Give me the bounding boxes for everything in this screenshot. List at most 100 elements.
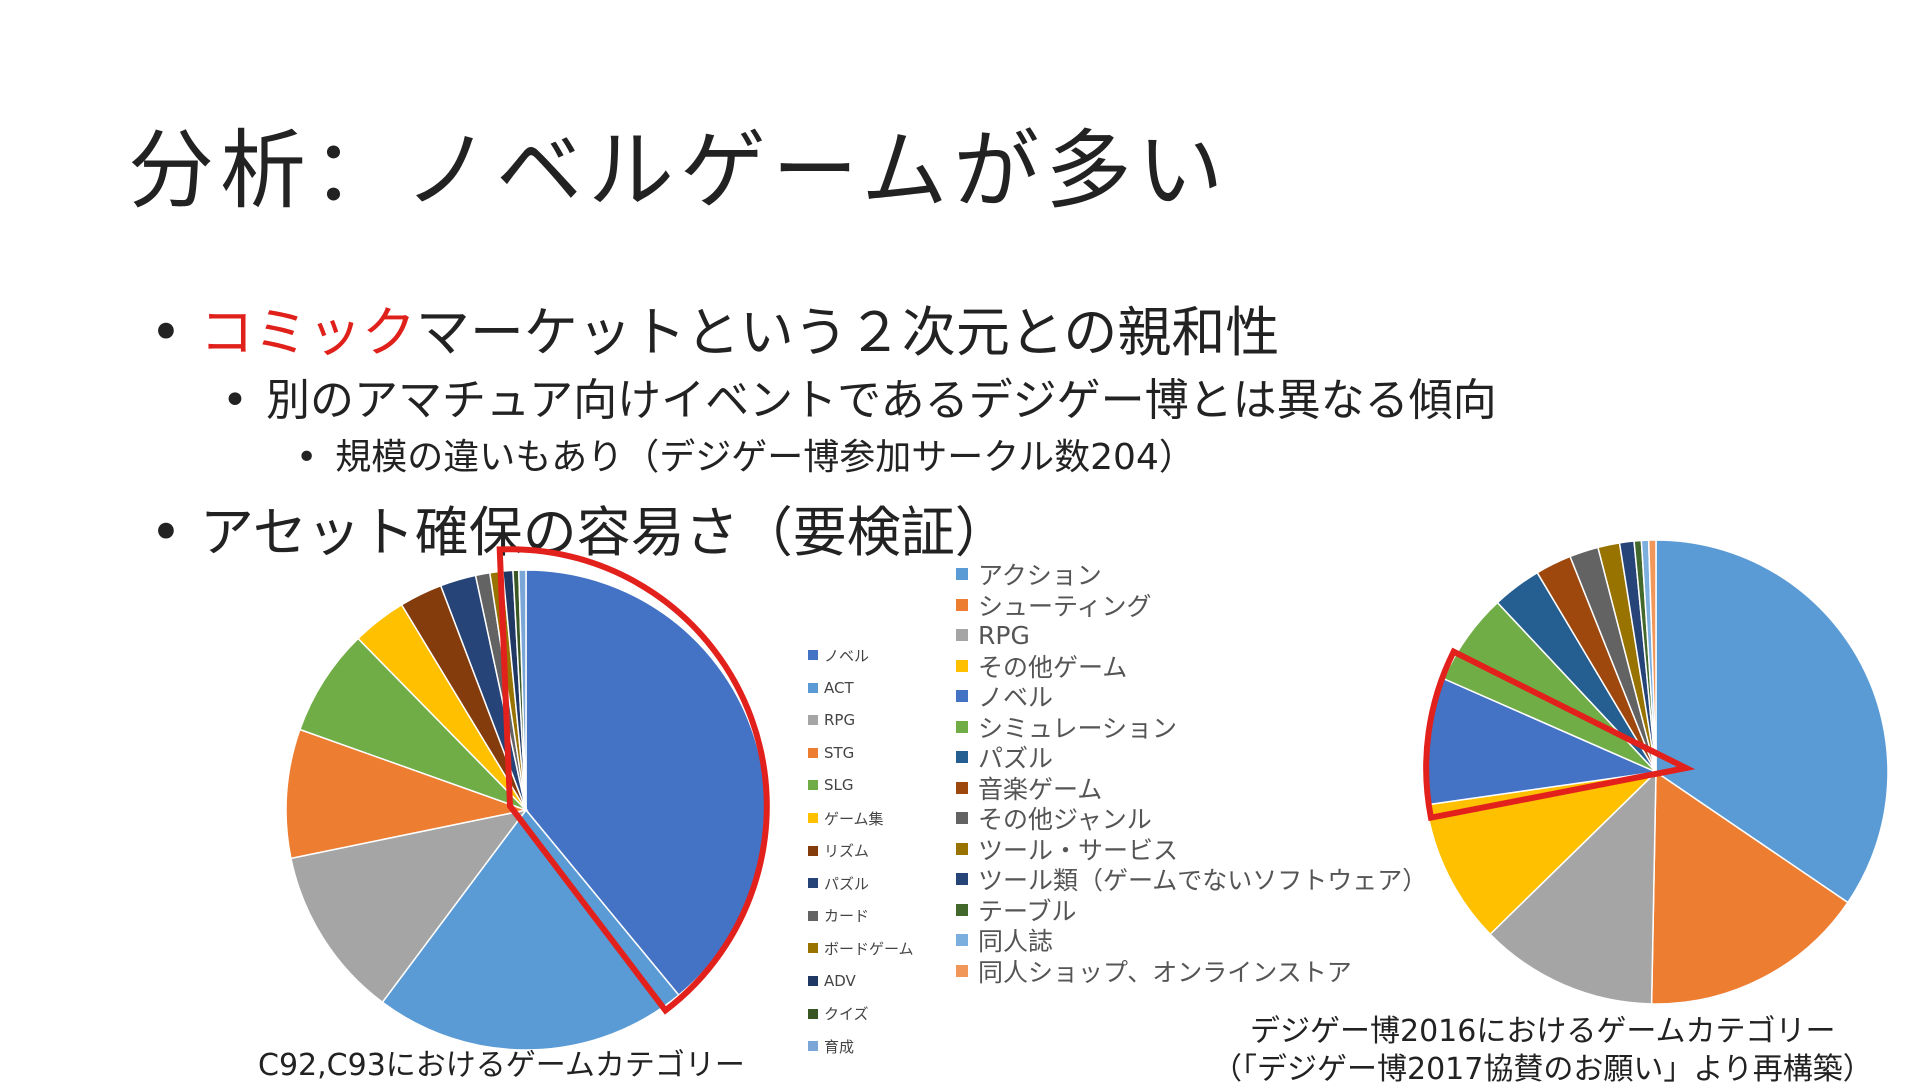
bullet-dot: • — [150, 301, 182, 364]
legend-right-swatch — [956, 690, 968, 702]
legend-left-item: STG — [808, 743, 854, 763]
legend-right-item: シューティング — [956, 591, 1152, 621]
pie-left-slice-4 — [298, 637, 527, 811]
bullet-3: • 規模の違いもあり（デジゲー博参加サークル数204） — [296, 428, 1195, 480]
legend-right-swatch — [956, 842, 968, 855]
caption-right-line1: デジゲー博2016におけるゲームカテゴリー — [1250, 1014, 1836, 1049]
bullet-1: • コミックマーケットという２次元との親和性 — [150, 288, 1279, 367]
legend-left-label: 育成 — [824, 1037, 855, 1056]
legend-right-swatch — [956, 659, 968, 672]
legend-right-label: ノベル — [978, 683, 1054, 712]
legend-left-swatch — [808, 845, 818, 856]
legend-left-item: ACT — [808, 678, 854, 698]
legend-left-swatch — [808, 715, 818, 726]
legend-right-swatch — [956, 873, 968, 885]
pie-right-highlight-outline — [1423, 647, 1696, 822]
slide-title: 分析：ノベルゲームが多い — [128, 121, 1230, 221]
legend-right-label: その他ゲーム — [978, 652, 1128, 682]
bullet-2: • 別のアマチュア向けイベントであるデジゲー博とは異なる傾向 — [222, 364, 1497, 428]
caption-right-line2: （「デジゲー博2017協賛のお願い」より再構築） — [1212, 1052, 1873, 1087]
legend-right-item: シミュレーション — [956, 713, 1177, 743]
bullet-4: • アセット確保の容易さ（要検証） — [150, 488, 1009, 567]
legend-left-swatch — [808, 780, 818, 791]
legend-right-item: ノベル — [956, 682, 1053, 712]
legend-right-item: パズル — [956, 743, 1053, 773]
legend-right-item: 音楽ゲーム — [956, 774, 1102, 804]
pie-right-slice-1 — [1650, 770, 1849, 1005]
bullet-dot: • — [150, 501, 182, 564]
pie-right-slice-2 — [1489, 770, 1657, 1005]
legend-right-swatch — [956, 934, 968, 946]
legend-left-label: ゲーム集 — [824, 809, 884, 828]
legend-left-label: ボードゲーム — [824, 939, 914, 958]
legend-right-item: その他ジャンル — [956, 804, 1152, 834]
legend-right-label: 同人ショップ、オンラインストア — [978, 957, 1352, 987]
legend-right-item: ツール類（ゲームでないソフトウェア） — [956, 865, 1427, 895]
legend-left-item: リズム — [808, 841, 869, 861]
legend-right-label: ツール類（ゲームでないソフトウェア） — [978, 866, 1428, 895]
pie-left-highlight-outline — [496, 546, 770, 1015]
highlight-outlines — [496, 546, 1696, 1015]
legend-left-label: SLG — [824, 776, 854, 795]
legend-right-swatch — [956, 598, 968, 611]
legend-left-label: STG — [824, 743, 855, 762]
legend-left-item: ゲーム集 — [808, 808, 884, 828]
bullet-2-text: 別のアマチュア向けイベントであるデジゲー博とは異なる傾向 — [265, 375, 1497, 426]
legend-left-label: RPG — [824, 711, 856, 730]
legend-right-label: 同人誌 — [978, 927, 1054, 956]
legend-right-label: アクション — [978, 561, 1102, 590]
legend-left-swatch — [808, 813, 818, 823]
legend-right-swatch — [956, 751, 968, 763]
caption-left: C92,C93におけるゲームカテゴリー — [258, 1048, 745, 1083]
legend-left-swatch — [808, 650, 818, 660]
legend-right-swatch — [956, 781, 968, 794]
bullet-1-highlight: コミック — [199, 301, 416, 364]
legend-right-swatch — [956, 720, 968, 733]
bullet-3-text: 規模の違いもあり（デジゲー博参加サークル数204） — [335, 437, 1195, 478]
legend-left-swatch — [808, 682, 818, 693]
legend-right-item: ツール・サービス — [956, 835, 1178, 865]
legend-left-swatch — [808, 1008, 818, 1019]
bullet-dot: • — [222, 375, 248, 426]
bullet-4-text: アセット確保の容易さ（要検証） — [199, 501, 1009, 564]
legend-left-label: ADV — [824, 972, 856, 990]
legend-right-item: アクション — [956, 560, 1102, 590]
legend-right-label: RPG — [978, 620, 1030, 650]
legend-left-label: ノベル — [824, 646, 870, 665]
legend-left-swatch — [808, 878, 818, 889]
legend-left-swatch — [808, 976, 818, 986]
legend-left-swatch — [808, 943, 818, 954]
pie-right-slice-13 — [1647, 539, 1657, 773]
legend-left-item: ボードゲーム — [808, 938, 914, 958]
pie-left-slice-3 — [285, 728, 529, 860]
legend-left-item: 育成 — [808, 1036, 854, 1056]
legend-right-label: パズル — [978, 744, 1054, 773]
pie-left-slice-1 — [381, 808, 680, 1051]
legend-left-item: ノベル — [808, 645, 869, 665]
legend-right-swatch — [956, 568, 968, 580]
legend-right-item: RPG — [956, 620, 1030, 650]
legend-right-swatch — [956, 903, 968, 916]
legend-left-item: カード — [808, 906, 869, 926]
bullet-dot: • — [296, 437, 318, 478]
legend-right-label: ツール・サービス — [978, 835, 1179, 865]
legend-right-item: その他ゲーム — [956, 652, 1127, 682]
legend-left-label: カード — [824, 907, 870, 926]
legend-left-label: クイズ — [824, 1005, 869, 1024]
pie-chart-left — [285, 569, 767, 1051]
legend-left-item: パズル — [808, 873, 869, 893]
pie-right-slice-0 — [1655, 539, 1889, 904]
legend-right-swatch — [956, 964, 968, 977]
legend-left-item: SLG — [808, 775, 854, 795]
legend-left-label: リズム — [824, 842, 870, 861]
pie-left-slice-2 — [290, 808, 528, 1004]
legend-left-item: RPG — [808, 710, 855, 730]
legend-right-swatch — [956, 629, 968, 641]
legend-right-label: その他ジャンル — [978, 805, 1152, 834]
legend-left-label: ACT — [824, 678, 854, 697]
legend-left-item: クイズ — [808, 1004, 869, 1024]
bullet-1-text: マーケットという２次元との親和性 — [415, 301, 1280, 364]
legend-right-swatch — [956, 812, 968, 824]
legend-right-item: 同人ショップ、オンラインストア — [956, 957, 1352, 987]
